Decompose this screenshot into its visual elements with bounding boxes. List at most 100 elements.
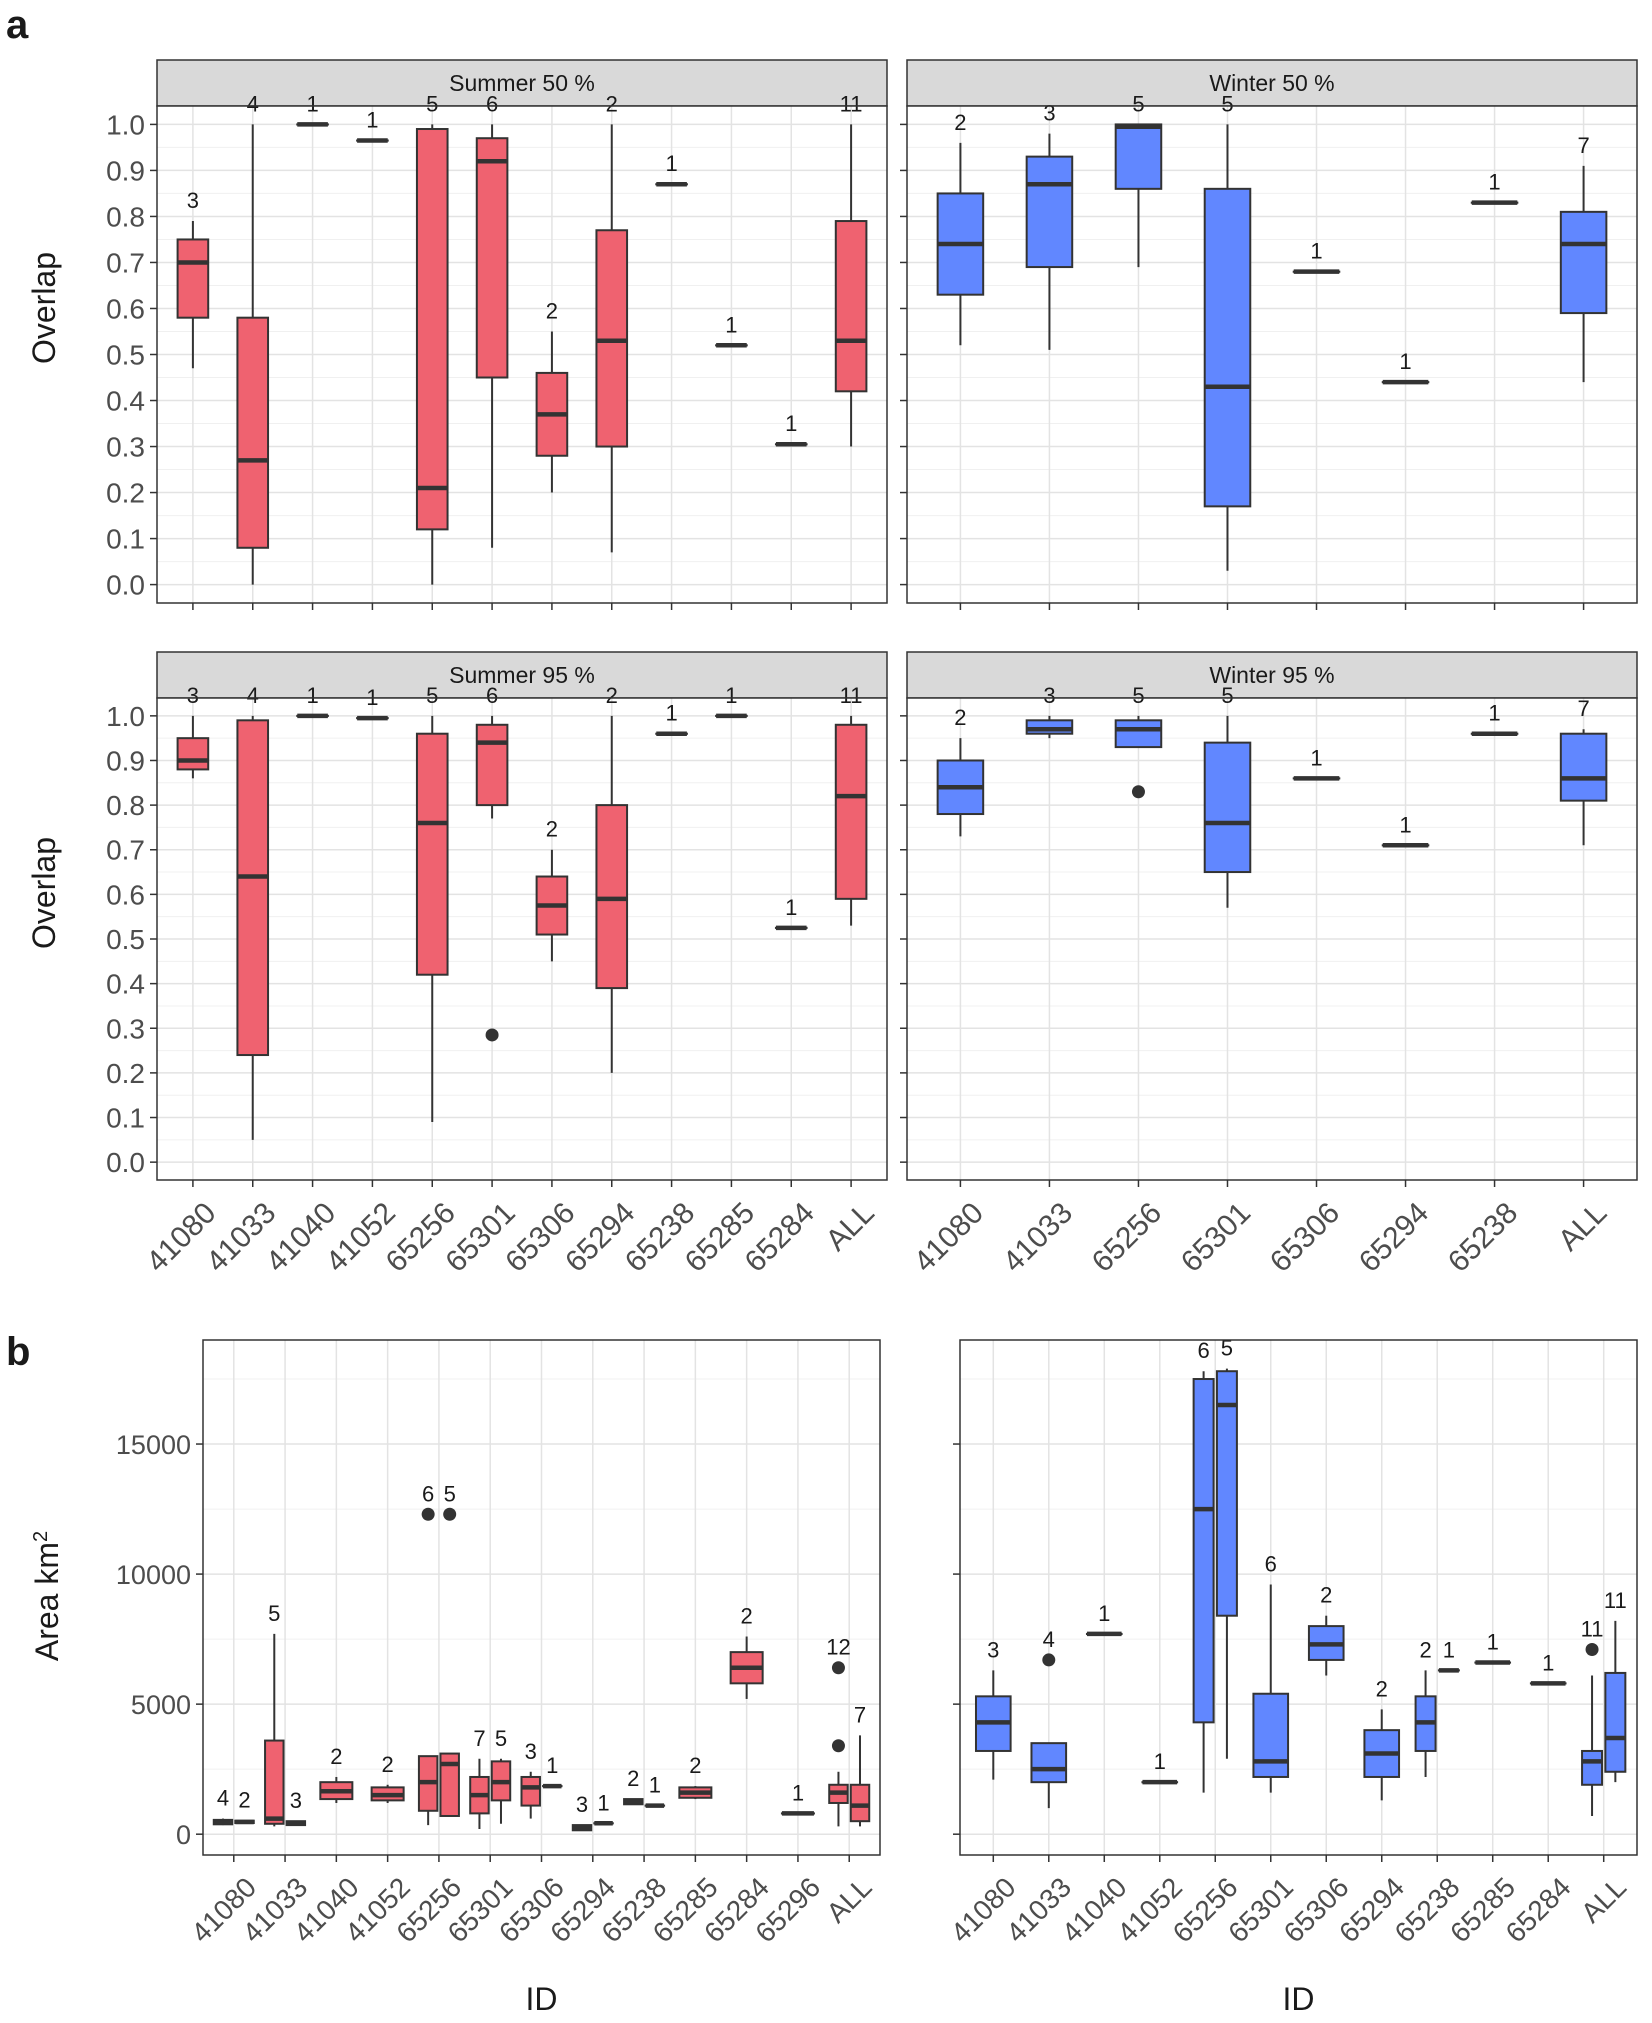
y-tick-label: 0.5 [106, 340, 145, 371]
box [834, 220, 868, 393]
count-label: 12 [826, 1635, 850, 1660]
count-label: 2 [689, 1753, 701, 1778]
box-group: 5 [1203, 683, 1252, 908]
box-group: 3 [1025, 101, 1074, 350]
count-label: 7 [473, 1726, 485, 1751]
box [1025, 155, 1074, 269]
y-tick-label: 0 [176, 1820, 191, 1850]
box-group: 1 [1529, 1650, 1567, 1686]
box-group: 5 [439, 1481, 460, 1817]
box-group: 6 [475, 683, 509, 1042]
count-label: 4 [247, 683, 259, 708]
box [1215, 1370, 1238, 1617]
count-label: 3 [1043, 683, 1055, 708]
box [475, 137, 509, 379]
count-label: 11 [840, 91, 863, 116]
box [1114, 123, 1163, 190]
count-label: 2 [1376, 1676, 1388, 1701]
box-group: 1 [774, 411, 808, 447]
count-label: 5 [1221, 1336, 1233, 1361]
outlier-point [443, 1507, 457, 1521]
box-group: 1 [715, 312, 748, 348]
count-label: 4 [1043, 1627, 1055, 1652]
box-group: 1 [296, 91, 329, 127]
count-label: 1 [1399, 812, 1411, 837]
box [439, 1752, 460, 1817]
count-label: 5 [268, 1601, 280, 1626]
count-label: 1 [1310, 745, 1322, 770]
count-label: 1 [1443, 1637, 1455, 1662]
count-label: 1 [792, 1780, 804, 1805]
box-group: 7 [1559, 696, 1608, 846]
box-group: 5 [415, 91, 449, 585]
box-group: 3 [974, 1637, 1012, 1780]
box-group: 4 [236, 683, 270, 1140]
count-label: 3 [525, 1739, 537, 1764]
chart-panel-2: Winter 50 % 2 3 5 5 1 1 1 7 [900, 59, 1638, 610]
y-tick-label: 0.9 [106, 155, 145, 186]
count-label: 3 [987, 1637, 999, 1662]
count-label: 1 [1098, 1601, 1110, 1626]
y-tick-label: 1.0 [106, 109, 145, 140]
box-group: 2 [729, 1604, 764, 1699]
box-group: 1 [1470, 701, 1519, 736]
box [849, 1783, 871, 1823]
box-group: 2 [1307, 1583, 1345, 1676]
box-group: 1 [593, 1790, 614, 1826]
box [1604, 1671, 1627, 1773]
facet-strip [156, 651, 888, 699]
box [415, 128, 449, 531]
box-group: 11 [834, 91, 868, 447]
box-group: 1 [715, 683, 748, 719]
count-label: 1 [1154, 1749, 1166, 1774]
box [595, 229, 629, 448]
box-group: 1 [774, 895, 808, 931]
box-group: 2 [678, 1753, 713, 1800]
count-label: 1 [665, 701, 677, 726]
box-group: 1 [1292, 745, 1341, 781]
y-tick-label: 0.5 [106, 924, 145, 955]
box [1203, 187, 1252, 508]
count-label: 2 [1419, 1637, 1431, 1662]
y-tick-label: 10000 [116, 1560, 191, 1590]
box [1559, 210, 1608, 315]
y-tick-label: 0.3 [106, 432, 145, 463]
box-group: 3 [571, 1792, 593, 1832]
box-group: 5 [490, 1726, 512, 1824]
box [264, 1739, 285, 1825]
box-group: 1 [1470, 170, 1519, 205]
box-group: 2 [535, 817, 569, 962]
y-tick-label: 0.8 [106, 790, 145, 821]
box-group: 4 [236, 91, 270, 585]
y-tick-label: 0.6 [106, 293, 145, 324]
box-group: 1 [1437, 1637, 1460, 1673]
panel-border [202, 1339, 881, 1856]
y-tick-label: 0.2 [106, 478, 145, 509]
panel-border [959, 1339, 1638, 1856]
box-group: 6 [1252, 1551, 1290, 1793]
y-axis-title: Overlap [26, 252, 62, 364]
count-label: 1 [1399, 349, 1411, 374]
count-label: 6 [486, 683, 498, 708]
count-label: 2 [954, 705, 966, 730]
count-label: 2 [330, 1744, 342, 1769]
count-label: 1 [725, 683, 737, 708]
count-label: 2 [741, 1604, 753, 1629]
count-label: 2 [606, 683, 618, 708]
count-label: 1 [1488, 170, 1500, 195]
count-label: 2 [546, 817, 558, 842]
y-tick-label: 0.3 [106, 1013, 145, 1044]
count-label: 1 [785, 411, 797, 436]
box-group: 1 [1292, 239, 1341, 274]
box-group: 5 [1203, 91, 1252, 571]
count-label: 1 [785, 895, 797, 920]
count-label: 4 [217, 1786, 229, 1811]
box [834, 723, 868, 900]
box [236, 316, 270, 549]
box [1581, 1749, 1604, 1786]
count-label: 2 [1320, 1583, 1332, 1608]
count-label: 3 [290, 1788, 302, 1813]
box-group: 11 [834, 683, 868, 926]
box [1559, 732, 1608, 802]
facet-title: Summer 95 % [449, 662, 595, 688]
